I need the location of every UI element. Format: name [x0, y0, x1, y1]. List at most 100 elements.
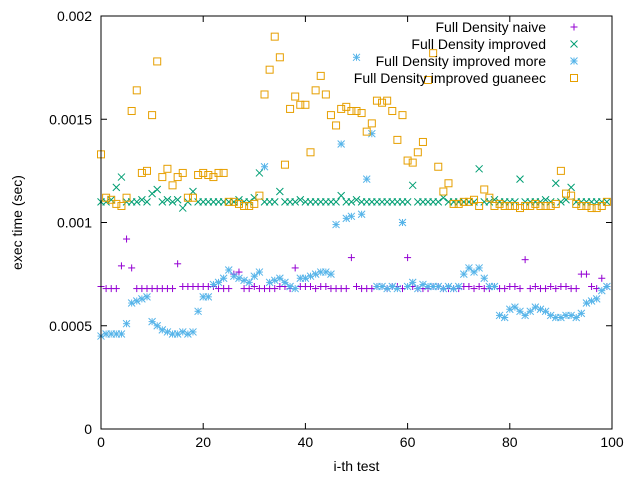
point-s2-33	[265, 278, 274, 287]
point-s2-60	[403, 282, 412, 291]
point-s0-60	[404, 254, 412, 262]
point-s2-9	[143, 292, 151, 301]
point-s3-3	[112, 199, 121, 208]
point-s3-1	[102, 193, 111, 202]
point-s3-71	[459, 197, 468, 206]
point-s2-61	[408, 278, 417, 287]
point-s2-58	[393, 284, 402, 293]
point-s3-93	[572, 199, 581, 208]
point-s3-29	[245, 201, 254, 210]
point-s1-73	[470, 197, 478, 206]
point-s1-15	[173, 195, 182, 204]
point-s1-17	[184, 197, 192, 206]
point-s1-49	[347, 197, 356, 206]
point-s0-38	[291, 264, 299, 272]
point-s0-97	[593, 285, 601, 293]
point-s2-82	[516, 307, 524, 316]
point-s3-17	[183, 193, 192, 202]
x-tick-label-3: 60	[400, 434, 416, 450]
point-s0-98	[598, 274, 606, 282]
point-s0-95	[582, 270, 590, 278]
point-s2-87	[541, 307, 550, 316]
point-s0-15	[174, 260, 182, 268]
point-s2-53	[367, 129, 376, 138]
series-0	[97, 235, 611, 293]
point-s3-42	[311, 86, 320, 95]
point-s0-93	[572, 285, 580, 293]
point-s1-86	[536, 197, 545, 206]
point-s2-77	[490, 282, 499, 291]
point-s1-90	[557, 197, 565, 206]
point-s0-30	[250, 283, 258, 291]
point-s1-31	[255, 169, 264, 177]
point-s2-51	[357, 210, 366, 219]
point-s3-95	[582, 201, 591, 210]
point-s3-26	[229, 197, 238, 206]
x-tick-label-1: 20	[195, 434, 211, 450]
point-s0-27	[235, 268, 243, 276]
point-s2-19	[194, 307, 202, 316]
point-s1-50	[352, 195, 361, 204]
point-s0-4	[117, 262, 125, 270]
point-s1-8	[138, 195, 146, 204]
point-s0-74	[475, 283, 483, 291]
point-s3-5	[122, 193, 131, 202]
point-s0-49	[347, 254, 355, 262]
point-s0-42	[312, 285, 320, 293]
point-s2-93	[572, 313, 581, 322]
point-s3-58	[393, 135, 402, 144]
point-s0-34	[271, 285, 279, 293]
legend-marker-0	[570, 23, 578, 31]
point-s2-47	[337, 140, 346, 148]
point-s2-45	[327, 270, 335, 278]
point-s3-31	[255, 191, 264, 200]
point-s2-24	[219, 274, 228, 283]
point-s1-88	[546, 197, 555, 206]
point-s0-73	[470, 285, 478, 293]
series-2	[97, 53, 611, 340]
point-s3-89	[551, 199, 560, 208]
point-s3-78	[495, 199, 504, 208]
point-s0-72	[465, 283, 473, 291]
point-s2-84	[526, 307, 535, 316]
point-s1-1	[102, 197, 110, 206]
point-s1-38	[291, 197, 300, 206]
point-s3-81	[510, 201, 519, 210]
point-s0-79	[501, 285, 509, 293]
point-s2-31	[255, 268, 264, 276]
point-s3-69	[449, 199, 458, 208]
point-s3-60	[403, 156, 412, 165]
point-s0-29	[245, 285, 253, 293]
point-s1-39	[296, 195, 305, 204]
point-s3-90	[556, 166, 565, 175]
point-s1-60	[403, 197, 412, 206]
point-s3-92	[567, 191, 576, 200]
point-s2-11	[153, 321, 162, 330]
point-s3-88	[546, 201, 555, 210]
point-s3-55	[378, 98, 387, 107]
point-s0-84	[526, 285, 534, 293]
point-s2-49	[347, 212, 356, 221]
point-s2-32	[260, 162, 269, 171]
point-s0-83	[521, 256, 529, 264]
point-s0-41	[307, 283, 315, 291]
point-s2-30	[250, 272, 259, 281]
point-s3-23	[214, 168, 223, 177]
point-s2-63	[419, 280, 427, 289]
point-s3-8	[137, 168, 146, 177]
point-s3-54	[372, 96, 381, 105]
point-s3-24	[219, 168, 228, 177]
point-s3-91	[562, 189, 571, 198]
point-s2-74	[475, 264, 483, 272]
point-s3-98	[597, 201, 606, 210]
point-s3-86	[536, 201, 545, 210]
point-s2-29	[245, 278, 254, 287]
point-s3-39	[296, 100, 305, 109]
point-s3-44	[321, 90, 330, 99]
point-s1-13	[163, 195, 172, 204]
point-s3-12	[158, 173, 167, 182]
point-s3-18	[188, 193, 197, 202]
point-s3-59	[398, 111, 407, 120]
point-s3-67	[439, 187, 448, 196]
